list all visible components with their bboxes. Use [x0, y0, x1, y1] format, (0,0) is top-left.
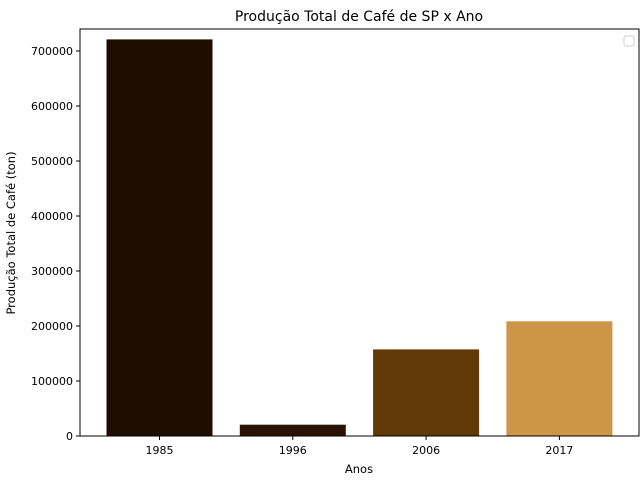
y-tick-label: 700000 [31, 45, 73, 58]
x-axis-label: Anos [345, 462, 373, 476]
x-tick-label: 2006 [412, 444, 440, 457]
bar-1985 [106, 39, 213, 437]
bar-1996 [239, 424, 346, 436]
x-tick-label: 1985 [146, 444, 174, 457]
x-axis-ticks: 1985 1996 2006 2017 [146, 436, 573, 457]
y-tick-label: 500000 [31, 155, 73, 168]
y-tick-label: 600000 [31, 100, 73, 113]
x-tick-label: 1996 [279, 444, 307, 457]
plot-frame [79, 28, 640, 437]
chart-title: Produção Total de Café de SP x Ano [235, 9, 483, 25]
y-tick-label: 100000 [31, 375, 73, 388]
bars-group [106, 39, 613, 437]
y-tick-label: 0 [66, 430, 73, 443]
legend-box [623, 35, 635, 47]
y-axis-label: Produção Total de Café (ton) [4, 151, 18, 314]
bar-2017 [506, 321, 613, 436]
bar-2006 [373, 349, 480, 436]
y-tick-label: 300000 [31, 265, 73, 278]
y-axis-ticks: 0 100000 200000 300000 400000 500000 600000 700… [31, 45, 80, 443]
x-tick-label: 2017 [545, 444, 573, 457]
y-tick-label: 200000 [31, 320, 73, 333]
y-tick-label: 400000 [31, 210, 73, 223]
